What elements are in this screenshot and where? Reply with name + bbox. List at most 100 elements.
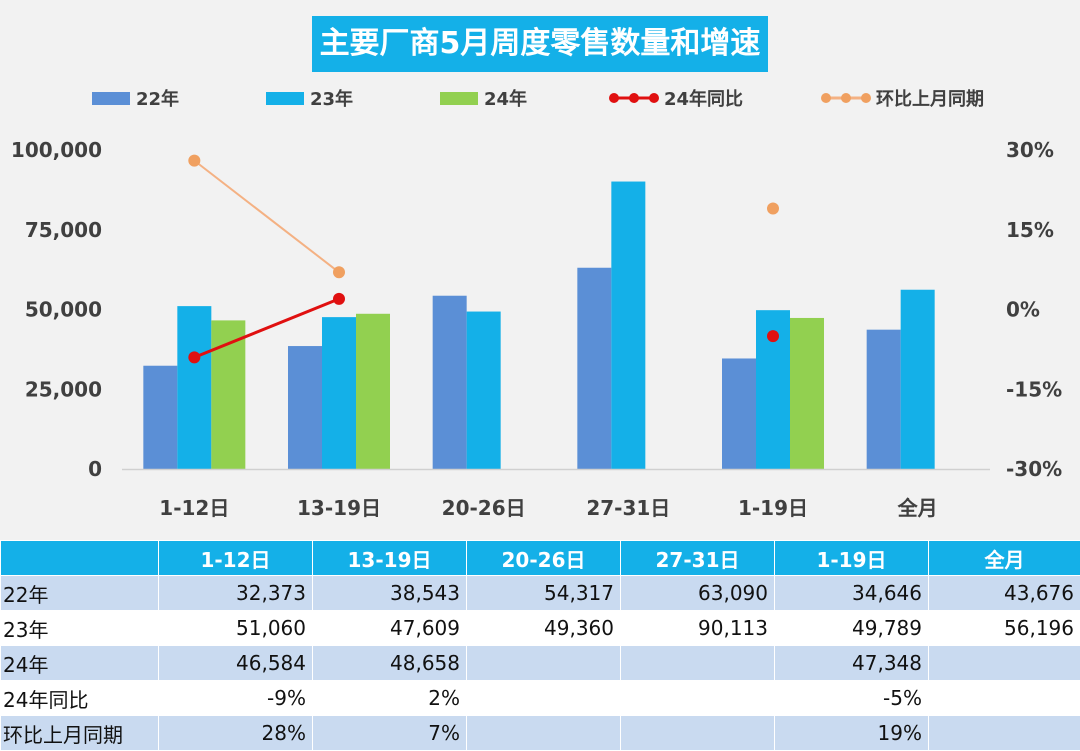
bar-s0-c0 xyxy=(143,366,177,469)
x-tick-1: 13-19日 xyxy=(297,496,381,520)
table-cell: 51,060 xyxy=(159,611,313,646)
y-left-tick-4: 100,000 xyxy=(11,138,102,162)
table-header-cell: 13-19日 xyxy=(313,541,467,576)
legend-marker-4-0 xyxy=(821,93,831,103)
chart-area: 主要厂商5月周度零售数量和增速 22年 23年 24年 24年同比 环比上月同期 0 25,… xyxy=(0,0,1080,540)
table-cell: 2% xyxy=(313,681,467,716)
legend-label-1: 23年 xyxy=(310,88,353,110)
y-left-tick-2: 50,000 xyxy=(25,298,102,322)
table-cell: 19% xyxy=(775,716,929,751)
legend-marker-3-1 xyxy=(629,93,639,103)
table-cell: 7% xyxy=(313,716,467,751)
bar-s0-c4 xyxy=(722,358,756,469)
table-cell: 56,196 xyxy=(929,611,1080,646)
bar-s0-c3 xyxy=(577,268,611,469)
table-cell: 28% xyxy=(159,716,313,751)
y-right-tick-3: 15% xyxy=(1006,218,1054,242)
table-row-label: 环比上月同期 xyxy=(1,716,159,751)
bar-s1-c3 xyxy=(611,182,645,469)
table-cell: 90,113 xyxy=(621,611,775,646)
x-tick-3: 27-31日 xyxy=(586,496,670,520)
bar-s1-c0 xyxy=(177,306,211,469)
bar-s1-c5 xyxy=(901,290,935,469)
table-header-cell: 1-12日 xyxy=(159,541,313,576)
legend-label-3: 24年同比 xyxy=(664,88,743,110)
table-cell: 49,360 xyxy=(467,611,621,646)
line-point-s3-c4 xyxy=(767,330,779,342)
bar-s1-c2 xyxy=(467,312,501,469)
bar-s0-c5 xyxy=(867,330,901,469)
chart-title: 主要厂商5月周度零售数量和增速 xyxy=(312,16,768,72)
y-right-tick-1: -15% xyxy=(1006,377,1062,401)
line-point-s3-c1 xyxy=(333,293,345,305)
table-cell xyxy=(467,716,621,751)
legend-label-2: 24年 xyxy=(484,88,527,110)
table-cell: 34,646 xyxy=(775,576,929,611)
y-right-tick-2: 0% xyxy=(1006,298,1040,322)
bar-s2-c1 xyxy=(356,314,390,469)
bar-s1-c1 xyxy=(322,317,356,469)
bar-s2-c4 xyxy=(790,318,824,469)
legend-swatch-2 xyxy=(440,92,478,105)
table-cell: -5% xyxy=(775,681,929,716)
table-cell xyxy=(467,646,621,681)
table-cell: 49,789 xyxy=(775,611,929,646)
bar-s0-c1 xyxy=(288,346,322,469)
legend-swatch-0 xyxy=(92,92,130,105)
x-tick-5: 全月 xyxy=(897,496,938,520)
x-tick-4: 1-19日 xyxy=(738,496,808,520)
x-tick-0: 1-12日 xyxy=(159,496,229,520)
legend-label-4: 环比上月同期 xyxy=(876,89,984,110)
legend-label-0: 22年 xyxy=(136,88,179,110)
legend-marker-4-1 xyxy=(841,93,851,103)
legend-marker-3-2 xyxy=(649,93,659,103)
table-header-cell: 1-19日 xyxy=(775,541,929,576)
table-cell: 47,348 xyxy=(775,646,929,681)
table-cell: -9% xyxy=(159,681,313,716)
line-point-s3-c0 xyxy=(188,351,200,363)
table-header-cell xyxy=(1,541,159,576)
table-cell: 43,676 xyxy=(929,576,1080,611)
line-seg-s4-0 xyxy=(194,161,339,273)
table-cell xyxy=(621,716,775,751)
table-cell xyxy=(467,681,621,716)
line-point-s4-c4 xyxy=(767,202,779,214)
y-left-tick-0: 0 xyxy=(88,457,102,481)
y-left-tick-1: 25,000 xyxy=(25,377,102,401)
table-header-cell: 20-26日 xyxy=(467,541,621,576)
bar-s0-c2 xyxy=(433,296,467,469)
table-header-cell: 全月 xyxy=(929,541,1080,576)
legend-marker-3-0 xyxy=(609,93,619,103)
y-left-tick-3: 75,000 xyxy=(25,218,102,242)
table-cell xyxy=(621,681,775,716)
table-header-cell: 27-31日 xyxy=(621,541,775,576)
table-cell: 63,090 xyxy=(621,576,775,611)
x-tick-2: 20-26日 xyxy=(442,496,526,520)
table-cell: 32,373 xyxy=(159,576,313,611)
table-row-label: 24年 xyxy=(1,646,159,681)
table-cell: 54,317 xyxy=(467,576,621,611)
table-cell: 46,584 xyxy=(159,646,313,681)
table-row-label: 24年同比 xyxy=(1,681,159,716)
table-cell xyxy=(929,681,1080,716)
chart-svg: 22年 23年 24年 24年同比 环比上月同期 0 25,000 50,000 75,000 1… xyxy=(0,0,1080,540)
table-cell xyxy=(929,716,1080,751)
legend-swatch-1 xyxy=(266,92,304,105)
table-cell: 48,658 xyxy=(313,646,467,681)
table-cell: 38,543 xyxy=(313,576,467,611)
y-right-tick-0: -30% xyxy=(1006,457,1062,481)
y-right-tick-4: 30% xyxy=(1006,138,1054,162)
table-row-label: 22年 xyxy=(1,576,159,611)
line-point-s4-c0 xyxy=(188,155,200,167)
table-cell xyxy=(929,646,1080,681)
legend-marker-4-2 xyxy=(861,93,871,103)
line-point-s4-c1 xyxy=(333,266,345,278)
